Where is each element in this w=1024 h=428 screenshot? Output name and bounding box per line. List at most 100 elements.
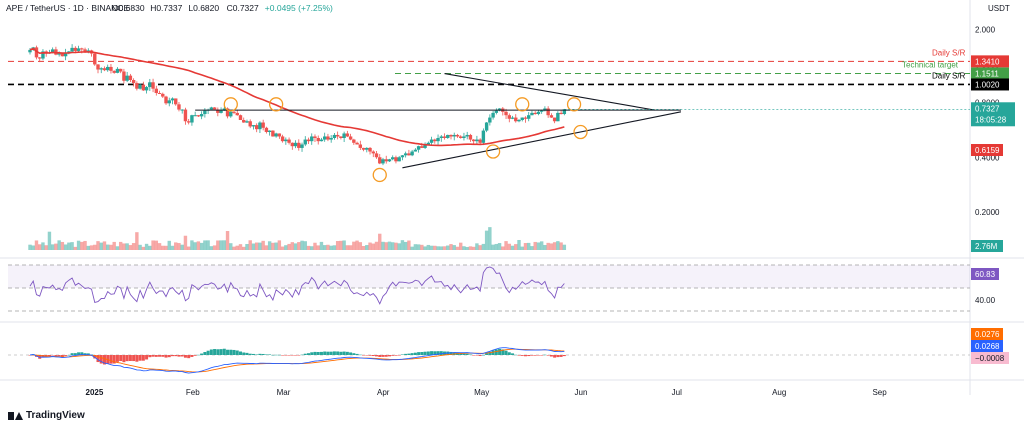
macd-hist-bar — [77, 352, 81, 355]
volume-bar — [235, 245, 239, 250]
volume-bar — [504, 241, 508, 250]
volume-bar — [488, 227, 492, 250]
candle-body — [423, 144, 427, 148]
volume-bar — [329, 245, 333, 250]
macd-hist-bar — [180, 355, 184, 357]
macd-hist-bar — [559, 355, 563, 357]
volume-tag-text: 2.76M — [975, 242, 998, 251]
volume-bar — [83, 240, 87, 250]
macd-hist-bar — [355, 353, 359, 355]
volume-bar — [335, 241, 340, 250]
candle-body — [306, 139, 311, 142]
macd-hist-bar — [481, 354, 485, 356]
volume-bar — [258, 242, 262, 250]
volume-bar — [229, 243, 233, 250]
candle-body — [271, 130, 275, 137]
macd-hist-bar — [264, 354, 268, 355]
volume-bar — [170, 245, 175, 250]
trendline-support — [402, 111, 682, 169]
volume-bar — [407, 240, 411, 250]
macd-hist-bar — [167, 355, 171, 358]
candle-body — [345, 133, 350, 137]
rsi-tag — [971, 268, 999, 280]
volume-bar — [157, 243, 162, 250]
volume-bar — [439, 246, 443, 250]
macd-hist-bar — [255, 354, 259, 355]
candle-body — [523, 117, 528, 119]
macd-hist-bar — [504, 350, 508, 355]
candle-body — [106, 66, 110, 71]
time-tick-label: Mar — [277, 388, 291, 397]
macd-hist-bar — [384, 355, 388, 357]
volume-bar — [86, 245, 90, 250]
volume-bar — [138, 244, 142, 250]
candle-body — [138, 84, 142, 89]
candle-body — [112, 70, 116, 73]
volume-bar — [297, 242, 301, 250]
ohlc-value: L0.6820 — [188, 3, 219, 13]
macd-hist-bar — [439, 351, 443, 355]
candle-body — [254, 125, 259, 130]
candle-body — [335, 134, 340, 137]
candle-body — [484, 122, 489, 131]
candle-body — [280, 136, 285, 142]
macd-hist-bar — [323, 351, 327, 355]
macd-hist-bar — [449, 351, 453, 355]
volume-bar — [403, 241, 408, 250]
macd-hist-bar — [365, 355, 369, 356]
candle-body — [80, 48, 84, 50]
macd-hist-bar — [277, 354, 281, 356]
tradingview-logo[interactable]: TradingView — [8, 410, 85, 421]
symbol-title: APE / TetherUS · 1D · BINANCE — [6, 3, 129, 13]
macd-hist-bar — [423, 351, 427, 355]
macd-hist-bar — [540, 355, 544, 356]
volume-bar — [293, 243, 298, 250]
volume-bar — [562, 244, 567, 250]
macd-hist-bar — [99, 355, 103, 364]
candle-body — [267, 130, 272, 133]
macd-hist-bar — [235, 350, 239, 355]
macd-hist-bar — [387, 355, 391, 357]
macd-hist-bar — [329, 351, 333, 355]
currency-label: USDT — [988, 4, 1010, 13]
candle-body — [41, 51, 45, 59]
macd-hist-bar — [319, 351, 323, 355]
volume-bar — [135, 232, 139, 250]
candle-body — [510, 117, 515, 119]
volume-bar — [420, 244, 424, 250]
candle-body — [196, 115, 201, 117]
rsi-level-label: 40.00 — [975, 296, 996, 305]
candle-body — [186, 121, 191, 123]
volume-bar — [271, 242, 275, 250]
macd-hist-bar — [222, 348, 226, 355]
volume-bar — [164, 245, 168, 250]
volume-bar — [144, 243, 149, 250]
candle-body — [245, 121, 249, 123]
candle-body — [102, 68, 107, 71]
macd-hist-bar — [226, 349, 230, 355]
candle-body — [300, 144, 304, 148]
time-tick-label: Feb — [186, 388, 200, 397]
volume-bar — [254, 242, 259, 250]
candle-body — [28, 49, 32, 53]
volume-bar — [109, 244, 113, 250]
candle-body — [99, 68, 103, 70]
volume-bar — [361, 246, 366, 250]
macd-hist-bar — [219, 349, 223, 355]
macd-hist-bar — [294, 355, 298, 356]
volume-bar — [41, 242, 45, 250]
volume-bar — [261, 240, 265, 250]
volume-bar — [455, 246, 460, 250]
macd-hist-bar — [536, 355, 540, 356]
candle-body — [297, 142, 301, 148]
level-tag — [971, 67, 1009, 80]
volume-bar — [131, 243, 136, 250]
candle-body — [212, 107, 217, 110]
candle-body — [164, 96, 168, 104]
macd-hist-bar — [164, 355, 168, 358]
macd-hist-bar — [238, 351, 242, 355]
candle-body — [371, 151, 375, 154]
volume-bar — [374, 241, 379, 250]
candle-body — [135, 83, 139, 89]
volume-bar — [465, 246, 469, 250]
